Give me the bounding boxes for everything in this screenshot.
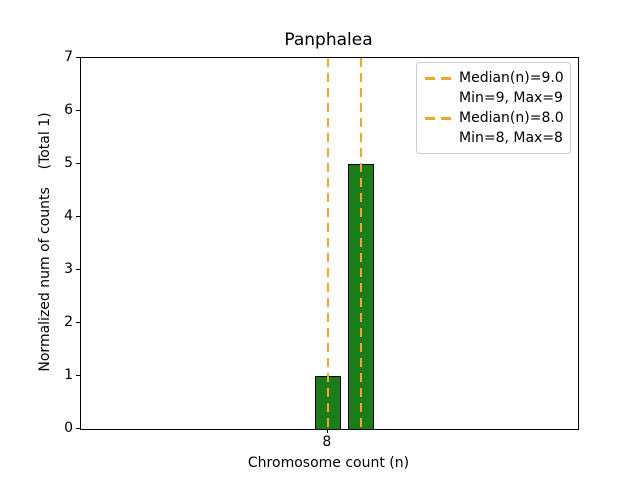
chart-title: Panphalea — [284, 30, 373, 50]
y-tick-label: 4 — [64, 208, 73, 224]
y-tick — [76, 109, 80, 111]
median-line-8 — [326, 58, 329, 429]
legend-entry: Min=9, Max=9 — [425, 88, 563, 108]
legend-entry: Median(n)=9.0 — [425, 68, 564, 88]
y-tick-label: 0 — [64, 420, 73, 436]
legend-label: Median(n)=8.0 — [459, 110, 564, 126]
legend-entry: Median(n)=8.0 — [425, 108, 564, 128]
y-tick-label: 1 — [64, 367, 73, 383]
y-tick — [76, 427, 80, 429]
legend-entry: Min=8, Max=8 — [425, 128, 563, 148]
y-tick — [76, 56, 80, 58]
x-axis-label: Chromosome count (n) — [247, 455, 410, 471]
y-tick-label: 5 — [64, 155, 73, 171]
x-tick — [326, 429, 328, 433]
y-tick-label: 6 — [64, 102, 73, 118]
legend-label: Min=9, Max=9 — [459, 90, 563, 106]
y-tick — [76, 374, 80, 376]
legend-label: Min=8, Max=8 — [459, 130, 563, 146]
legend-handle-spacer — [425, 97, 451, 100]
y-tick — [76, 268, 80, 270]
y-tick-label: 2 — [64, 314, 73, 330]
y-tick — [76, 321, 80, 323]
legend-label: Median(n)=9.0 — [459, 70, 564, 86]
dashed-line-icon — [425, 116, 451, 120]
dashed-line-icon — [425, 76, 451, 80]
legend: Median(n)=9.0 Min=9, Max=9 Median(n)=8.0 Mi… — [416, 62, 571, 154]
median-line-9 — [359, 58, 362, 429]
y-tick-label: 3 — [64, 261, 73, 277]
y-tick — [76, 162, 80, 164]
x-tick-label: 8 — [322, 434, 332, 450]
y-tick-label: 7 — [64, 49, 73, 65]
y-axis-label: Normalized num of counts (Total 1) — [37, 112, 53, 372]
legend-handle-spacer — [425, 137, 451, 140]
y-tick — [76, 215, 80, 217]
